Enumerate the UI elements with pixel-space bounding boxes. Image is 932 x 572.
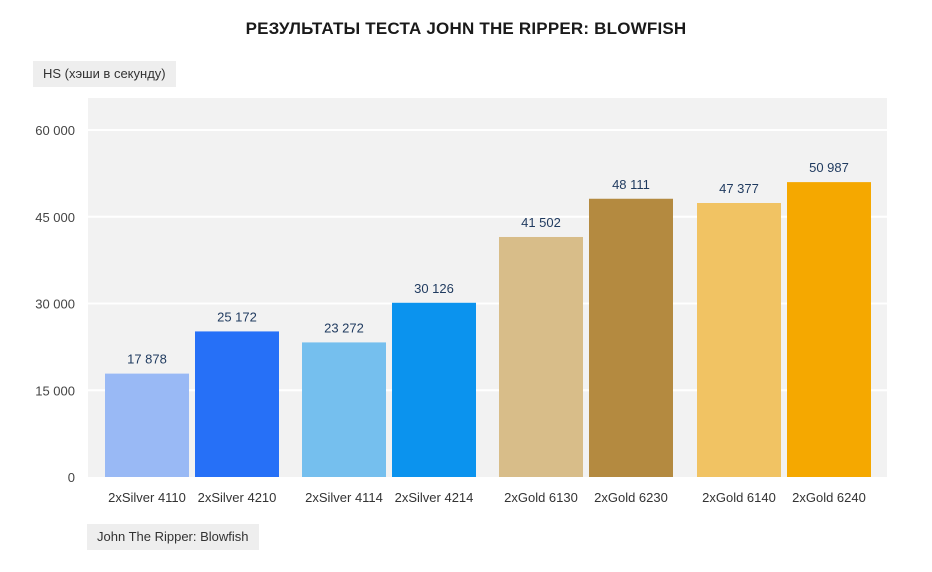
x-tick-label: 2xSilver 4214 (395, 490, 474, 505)
y-tick-label: 0 (68, 470, 75, 485)
bar-value-label: 41 502 (521, 215, 561, 230)
bar-value-label: 50 987 (809, 160, 849, 175)
x-tick-label: 2xSilver 4114 (305, 490, 383, 505)
x-tick-label: 2xSilver 4110 (108, 490, 186, 505)
bar (697, 203, 781, 477)
x-tick-label: 2xGold 6230 (594, 490, 668, 505)
y-tick-label: 60 000 (35, 123, 75, 138)
bar-value-label: 30 126 (414, 281, 454, 296)
bar (302, 342, 386, 477)
bar-value-label: 23 272 (324, 320, 364, 335)
bar (195, 331, 279, 477)
bar-value-label: 48 111 (612, 177, 650, 192)
bar (392, 303, 476, 477)
bar (105, 374, 189, 477)
x-tick-label: 2xGold 6130 (504, 490, 578, 505)
x-axis-label: John The Ripper: Blowfish (87, 524, 259, 550)
bar (499, 237, 583, 477)
x-tick-label: 2xGold 6140 (702, 490, 776, 505)
y-tick-label: 30 000 (35, 297, 75, 312)
x-tick-label: 2xSilver 4210 (198, 490, 277, 505)
y-tick-label: 45 000 (35, 210, 75, 225)
bar-chart: 0 15 000 30 000 45 000 60 000 17 878 2xSilver … (0, 0, 932, 572)
bar (787, 182, 871, 477)
bar-value-label: 17 878 (127, 352, 167, 367)
x-tick-label: 2xGold 6240 (792, 490, 866, 505)
bar-value-label: 25 172 (217, 309, 257, 324)
bar-value-label: 47 377 (719, 181, 759, 196)
y-tick-label: 15 000 (35, 383, 75, 398)
bar (589, 199, 673, 477)
